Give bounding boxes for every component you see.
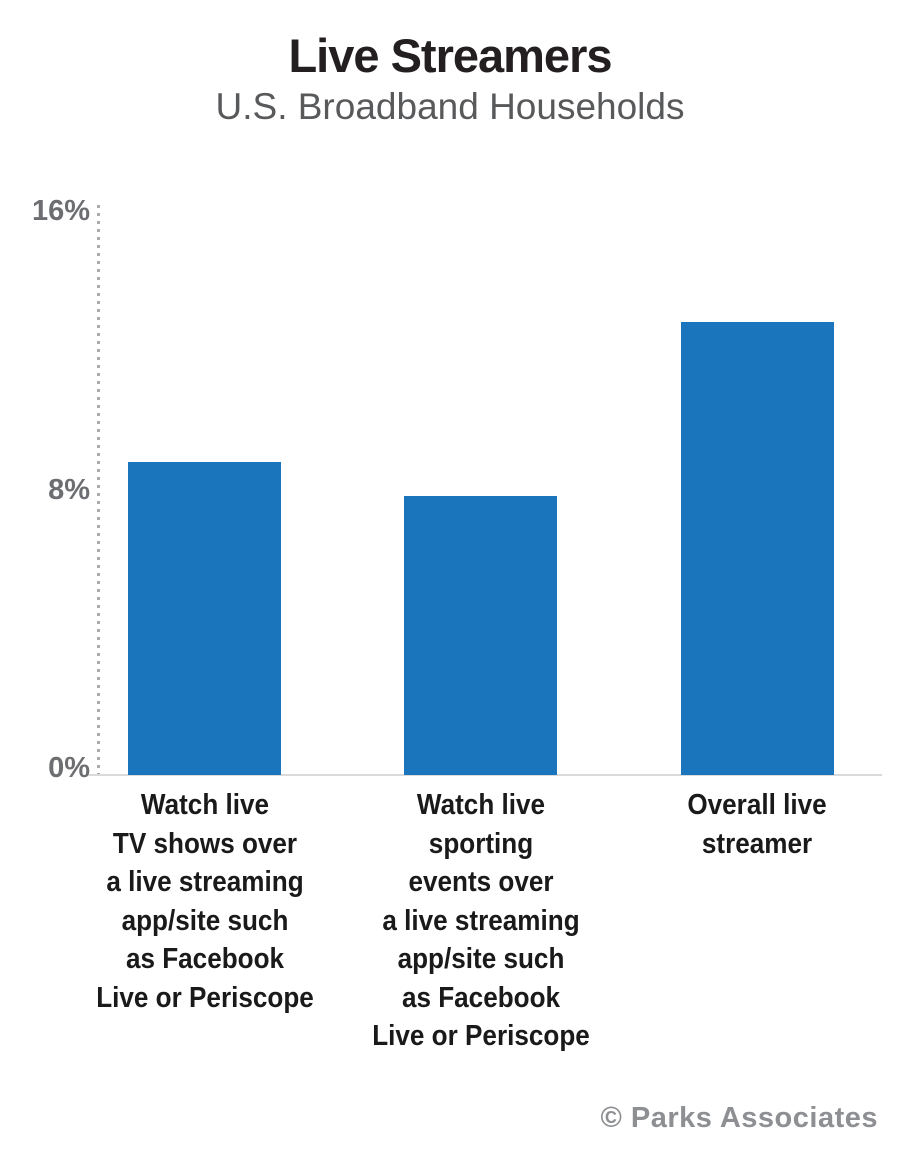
y-tick-label-8: 8%: [48, 474, 90, 506]
bar-overall-live-streamer: [681, 322, 834, 775]
category-label-overall-live-streamer: Overall live streamer: [687, 789, 827, 860]
chart-subtitle: U.S. Broadband Households: [215, 86, 685, 127]
bar-watch-live-tv-shows: [128, 462, 281, 775]
copyright-credit: © Parks Associates: [600, 1102, 878, 1134]
category-label-watch-live-tv-shows: Watch live TV shows over a live streamin…: [96, 789, 314, 1014]
y-tick-label-16: 16%: [31, 195, 90, 227]
chart-title: Live Streamers: [288, 29, 612, 82]
y-tick-label-0: 0%: [48, 752, 90, 784]
category-label-watch-live-sporting-events: Watch live sporting events over a live s…: [372, 789, 590, 1052]
bar-watch-live-sporting-events: [404, 496, 557, 775]
x-axis-baseline: [88, 774, 882, 776]
y-axis-dotted-line: [97, 205, 100, 775]
